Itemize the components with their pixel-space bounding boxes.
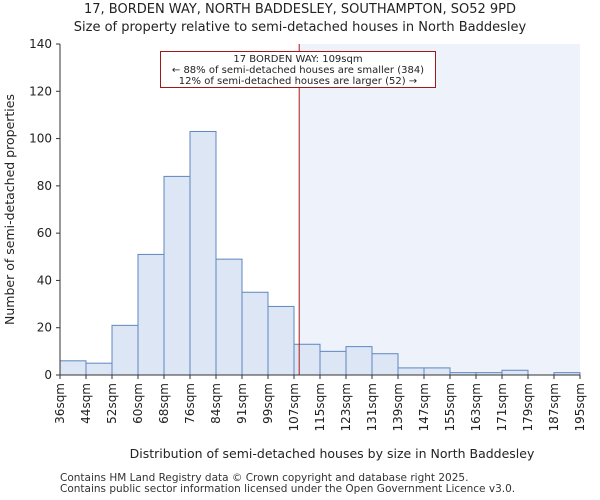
x-tick-label: 60sqm xyxy=(131,383,145,424)
x-tick-label: 139sqm xyxy=(391,383,405,431)
annotation-line1: 17 BORDEN WAY: 109sqm xyxy=(233,54,363,65)
x-tick-label: 107sqm xyxy=(287,383,301,431)
property-annotation-box: 17 BORDEN WAY: 109sqm ← 88% of semi-deta… xyxy=(160,51,436,88)
histogram-bar xyxy=(111,324,139,376)
histogram-bar xyxy=(215,258,243,376)
x-tick-label: 131sqm xyxy=(365,383,379,431)
histogram-bar xyxy=(345,346,373,376)
annotation-line2: ← 88% of semi-detached houses are smalle… xyxy=(171,65,425,76)
histogram-bar xyxy=(267,305,295,376)
x-tick-label: 68sqm xyxy=(157,383,171,424)
footer-line1: Contains HM Land Registry data © Crown c… xyxy=(60,472,469,484)
y-tick-label: 140 xyxy=(29,37,52,51)
x-tick-label: 147sqm xyxy=(417,383,431,431)
y-tick-label: 0 xyxy=(44,368,52,382)
chart-title-line2: Size of property relative to semi-detach… xyxy=(73,20,527,35)
histogram-bar xyxy=(241,291,269,376)
histogram-bar xyxy=(423,367,451,376)
x-tick-label: 155sqm xyxy=(443,383,457,431)
x-tick-label: 91sqm xyxy=(235,383,249,424)
histogram-bar xyxy=(163,175,191,376)
x-tick-label: 44sqm xyxy=(79,383,93,424)
x-tick-label: 36sqm xyxy=(53,383,67,424)
y-tick-label: 40 xyxy=(37,273,52,287)
y-tick-label: 20 xyxy=(37,321,52,335)
x-tick-label: 76sqm xyxy=(183,383,197,424)
y-tick-label: 80 xyxy=(37,179,52,193)
histogram-bar xyxy=(371,353,399,376)
larger-region-shade xyxy=(299,44,580,375)
histogram-bar xyxy=(59,360,87,376)
histogram-bar xyxy=(85,362,113,376)
x-axis-title: Distribution of semi-detached houses by … xyxy=(130,446,535,461)
footer-line2: Contains public sector information licen… xyxy=(60,483,516,495)
y-tick-label: 100 xyxy=(29,132,52,146)
histogram-bar xyxy=(397,367,425,376)
x-tick-label: 187sqm xyxy=(547,383,561,431)
y-axis-title: Number of semi-detached properties xyxy=(2,94,17,325)
x-tick-label: 195sqm xyxy=(573,383,587,431)
histogram-bar xyxy=(137,253,165,376)
x-tick-label: 163sqm xyxy=(469,383,483,431)
histogram-bar xyxy=(293,343,321,376)
x-tick-label: 179sqm xyxy=(521,383,535,431)
annotation-line3: 12% of semi-detached houses are larger (… xyxy=(178,76,418,87)
x-tick-label: 99sqm xyxy=(261,383,275,424)
histogram-bar xyxy=(189,130,217,376)
x-tick-label: 171sqm xyxy=(495,383,509,431)
chart-title-line1: 17, BORDEN WAY, NORTH BADDESLEY, SOUTHAM… xyxy=(83,2,517,17)
x-tick-label: 52sqm xyxy=(105,383,119,424)
histogram-bar xyxy=(319,350,347,376)
y-tick-label: 120 xyxy=(29,84,52,98)
x-tick-label: 123sqm xyxy=(339,383,353,431)
y-tick-label: 60 xyxy=(37,226,52,240)
x-tick-label: 115sqm xyxy=(313,383,327,431)
histogram-bar xyxy=(501,369,529,376)
x-tick-label: 84sqm xyxy=(209,383,223,424)
